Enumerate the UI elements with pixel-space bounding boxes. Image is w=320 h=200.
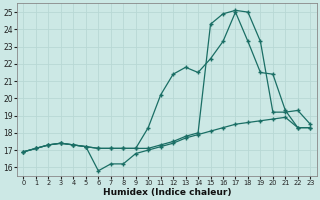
- X-axis label: Humidex (Indice chaleur): Humidex (Indice chaleur): [103, 188, 231, 197]
